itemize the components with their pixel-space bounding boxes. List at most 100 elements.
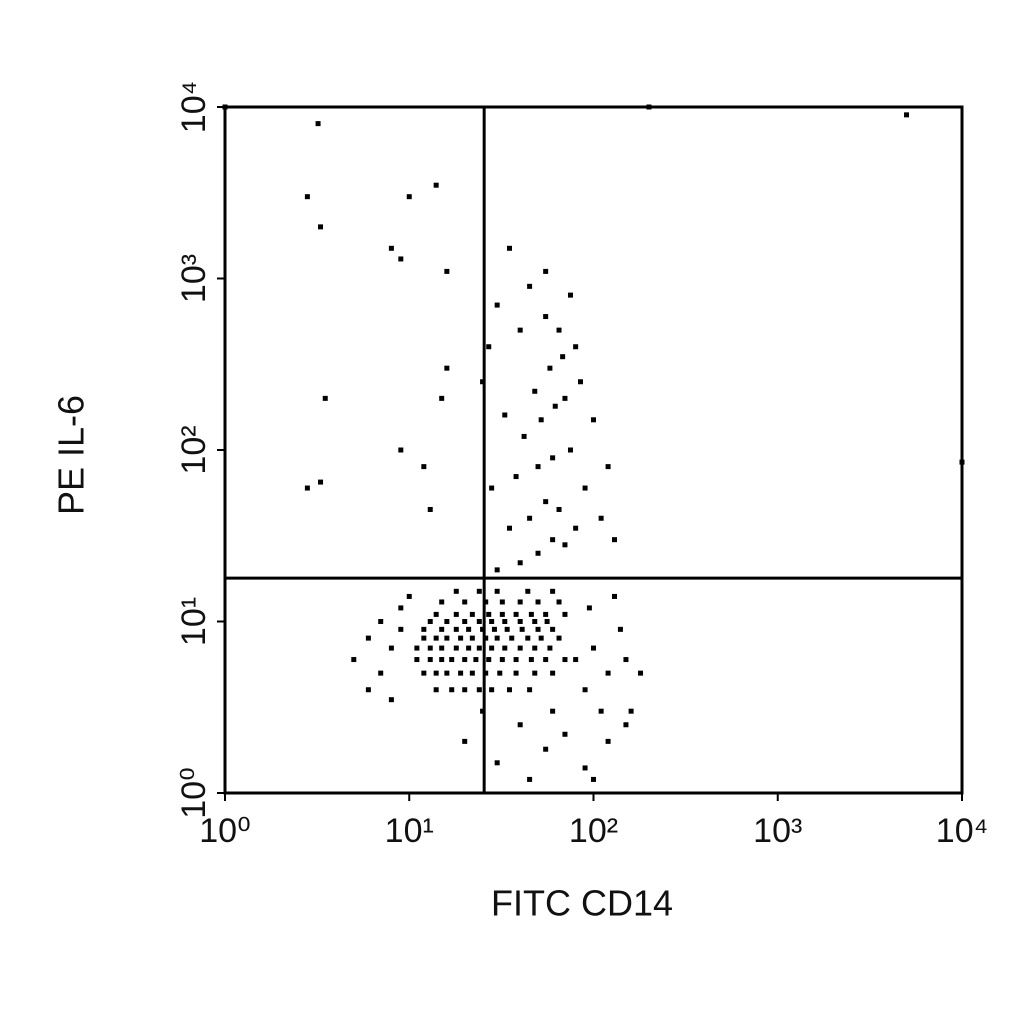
dot — [567, 292, 573, 298]
dot — [543, 499, 549, 505]
dot — [556, 506, 562, 512]
dot — [550, 670, 556, 676]
dot — [489, 619, 495, 624]
dot — [439, 395, 445, 401]
dot — [556, 327, 562, 333]
dot — [469, 635, 475, 641]
dot — [535, 626, 541, 632]
dot — [469, 670, 475, 676]
dot — [543, 657, 549, 663]
dot — [444, 268, 450, 274]
dot — [439, 657, 445, 663]
dot — [562, 542, 568, 548]
dot — [483, 635, 489, 641]
dot — [527, 283, 533, 289]
dot — [489, 645, 495, 651]
dot — [414, 645, 420, 651]
dot — [598, 515, 604, 521]
dot — [351, 657, 357, 663]
dot — [582, 485, 588, 491]
dot — [513, 611, 519, 617]
dot — [544, 619, 550, 624]
dot — [491, 626, 497, 632]
y-tick-label: 10⁰ — [175, 767, 213, 818]
dot — [552, 403, 558, 409]
dot — [623, 657, 629, 663]
dot — [406, 194, 412, 200]
dot — [427, 619, 433, 624]
dot — [605, 670, 611, 676]
dot — [486, 611, 492, 617]
dot — [502, 619, 508, 624]
dot — [550, 588, 556, 594]
dot — [318, 224, 324, 230]
dot — [506, 687, 512, 693]
dot — [486, 657, 492, 663]
dot — [494, 302, 500, 308]
dot — [378, 670, 384, 676]
dot — [476, 687, 482, 693]
dot — [462, 599, 468, 605]
dot — [535, 550, 541, 556]
dot — [483, 599, 489, 605]
dot — [499, 611, 505, 617]
dot — [449, 687, 455, 693]
dot — [573, 344, 579, 350]
dot — [462, 738, 468, 744]
dot — [567, 447, 573, 453]
dot — [494, 588, 500, 594]
dot — [444, 365, 450, 371]
dot — [398, 256, 404, 262]
dot — [427, 657, 433, 663]
dot — [315, 121, 321, 127]
dot — [538, 635, 544, 641]
dot — [427, 506, 433, 512]
dot — [453, 626, 459, 632]
dot — [517, 722, 523, 728]
dot — [439, 599, 445, 605]
dot — [499, 599, 505, 605]
y-axis-title: PE IL-6 — [51, 395, 92, 515]
dot — [532, 619, 538, 624]
dot — [543, 314, 549, 320]
dot — [556, 599, 562, 605]
dot — [591, 645, 596, 651]
dot — [525, 588, 531, 594]
dot — [421, 464, 427, 470]
dot — [535, 464, 541, 470]
y-tick-label: 10¹ — [175, 597, 213, 646]
dot — [466, 626, 472, 632]
dot — [517, 645, 523, 651]
dot — [444, 635, 450, 641]
dot — [458, 635, 464, 641]
dot — [513, 474, 519, 480]
dot — [365, 635, 371, 641]
dot — [502, 412, 508, 418]
dot — [304, 485, 310, 491]
dot — [398, 626, 404, 632]
dot — [476, 619, 482, 624]
dot — [517, 599, 523, 605]
dot — [535, 599, 541, 605]
dot — [388, 697, 394, 703]
dot — [421, 626, 427, 632]
dot — [573, 657, 579, 663]
dot — [439, 645, 445, 651]
dot — [547, 645, 553, 651]
dot — [560, 354, 566, 360]
y-tick-label: 10³ — [175, 254, 213, 303]
dot — [469, 611, 475, 617]
dot — [489, 485, 495, 491]
dot — [543, 611, 549, 617]
dot — [378, 619, 384, 624]
dot — [365, 687, 371, 693]
x-axis-title: FITC CD14 — [491, 883, 673, 924]
dot — [506, 525, 512, 531]
dot — [527, 776, 533, 782]
dot — [528, 611, 534, 617]
dot — [483, 670, 489, 676]
dot — [322, 395, 328, 401]
dot — [517, 327, 523, 333]
dot — [598, 708, 604, 714]
